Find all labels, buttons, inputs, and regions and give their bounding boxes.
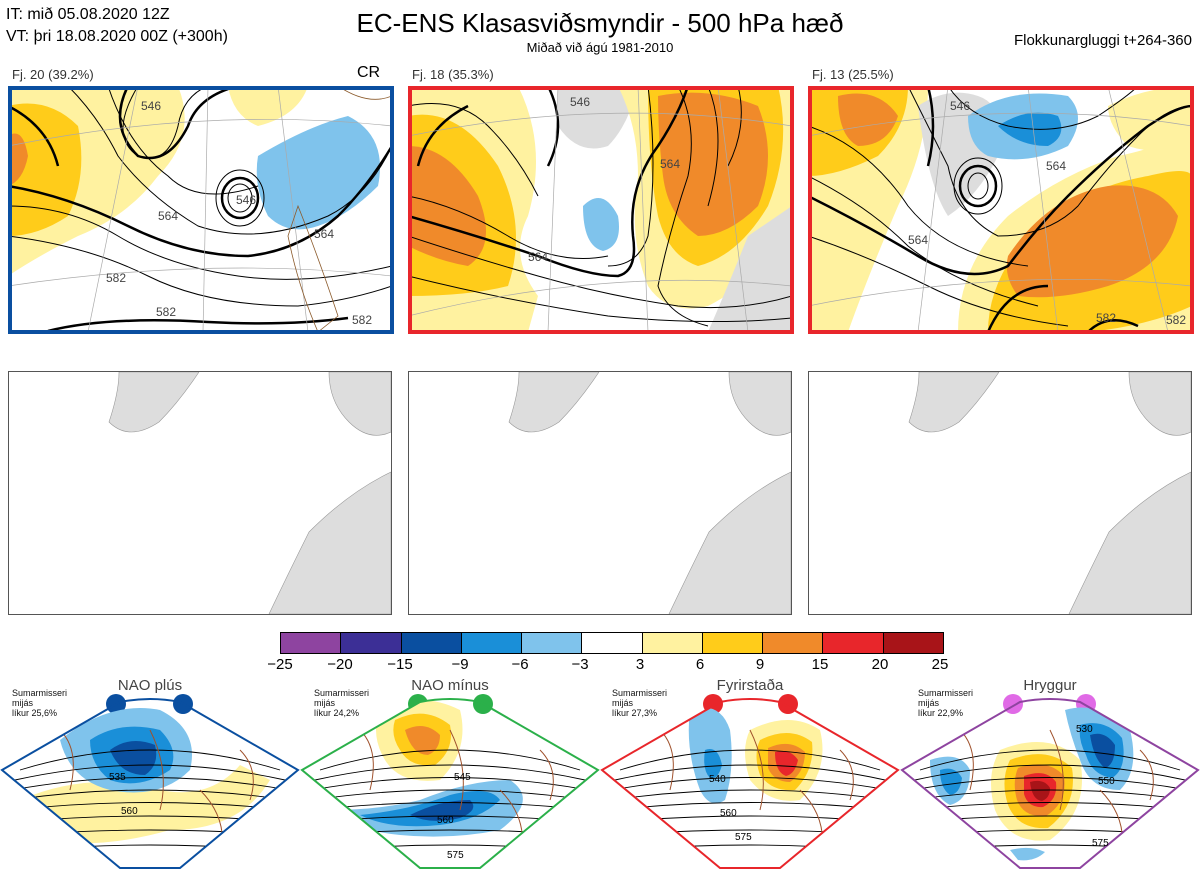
- regime-2-contour-b: 560: [437, 815, 454, 826]
- regime-3-info: Sumarmisseri mijás líkur 27,3%: [612, 688, 667, 718]
- regime-4-prob: líkur 22,9%: [918, 708, 964, 718]
- init-time: IT: mið 05.08.2020 12Z: [6, 6, 170, 23]
- colorbar-tick: −3: [571, 656, 589, 673]
- colorbar-tick: 6: [695, 656, 705, 673]
- colorbar-swatch: [522, 633, 583, 653]
- c2-label-a: 546: [570, 95, 590, 109]
- colorbar-tick: −20: [327, 656, 353, 673]
- regime-3-season: Sumarmisseri: [612, 688, 668, 698]
- regime-2-contour-c: 575: [447, 850, 464, 861]
- c1-label-g: 546: [236, 193, 256, 207]
- cluster-map-1: 546 564 564 582 582 582 546: [8, 86, 392, 332]
- c3-label-a: 546: [950, 99, 970, 113]
- init-time-block: IT: mið 05.08.2020 12Z VT: þri 18.08.202…: [6, 4, 228, 48]
- base-map-1: [8, 371, 392, 615]
- page-title: EC-ENS Klasasviðsmyndir - 500 hPa hæð: [356, 8, 844, 38]
- regime-4-map: 530 550 575: [900, 698, 1200, 869]
- regime-4-contour-a: 530: [1076, 724, 1093, 735]
- colorbar-tick: −6: [511, 656, 529, 673]
- regime-2-prob: líkur 24,2%: [314, 708, 360, 718]
- regime-3-freq: mijás: [612, 698, 634, 708]
- valid-time: VT: þri 18.08.2020 00Z (+300h): [6, 28, 228, 45]
- regime-1-map: 535 560: [0, 698, 300, 869]
- colorbar-tick: 9: [755, 656, 765, 673]
- colorbar-swatch: [461, 633, 523, 653]
- c1-label-e: 582: [106, 271, 126, 285]
- colorbar-swatch: [401, 633, 462, 653]
- regime-3-contour-c: 575: [735, 832, 752, 843]
- classification-window: Flokkunargluggi t+264-360: [1013, 32, 1192, 49]
- colorbar-tick: 15: [811, 656, 829, 673]
- regime-2-info: Sumarmisseri mijás líkur 24,2%: [314, 688, 369, 718]
- page-subtitle: Miðað við ágú 1981-2010: [526, 40, 674, 55]
- regime-4-contour-b: 550: [1098, 776, 1115, 787]
- regime-1-season: Sumarmisseri: [12, 688, 68, 698]
- c2-label-b: 564: [528, 250, 548, 264]
- c3-label-d: 582: [1096, 311, 1116, 325]
- regime-1-contour-b: 560: [121, 806, 138, 817]
- regime-1-contour-a: 535: [109, 772, 126, 783]
- cluster-2-label: Fj. 18 (35.3%): [412, 67, 494, 82]
- colorbar-swatch: [582, 633, 643, 653]
- regime-4-info: Sumarmisseri mijás líkur 22,9%: [918, 688, 973, 718]
- colorbar-swatch: [883, 633, 943, 653]
- c1-label-f: 582: [352, 313, 372, 327]
- c2-label-c: 564: [660, 157, 680, 171]
- c1-label-b: 564: [158, 209, 178, 223]
- cluster-1-label: Fj. 20 (39.2%): [12, 67, 94, 82]
- c1-label-a: 546: [141, 99, 161, 113]
- colorbar-tick: 25: [931, 656, 949, 673]
- colorbar-tick: −15: [387, 656, 413, 673]
- colorbar-tick: 3: [635, 656, 645, 673]
- regime-4-freq: mijás: [918, 698, 940, 708]
- colorbar: [280, 632, 944, 654]
- regime-2-freq: mijás: [314, 698, 336, 708]
- base-map-3: [808, 371, 1192, 615]
- colorbar-swatch: [702, 633, 764, 653]
- regime-3-contour-a: 540: [709, 774, 726, 785]
- regime-3-map: 540 560 575: [600, 698, 900, 869]
- colorbar-swatch: [823, 633, 884, 653]
- regime-1-prob: líkur 25,6%: [12, 708, 58, 718]
- regime-2-title: NAO mínus: [411, 677, 489, 694]
- regime-1-title: NAO plús: [117, 677, 183, 694]
- colorbar-tick: 20: [871, 656, 889, 673]
- cluster-map-3: 546 564 564 582 582: [808, 86, 1192, 332]
- colorbar-swatch: [642, 633, 703, 653]
- regime-4-title: Hryggur: [1023, 677, 1077, 694]
- c3-label-c: 564: [1046, 159, 1066, 173]
- colorbar-swatch: [763, 633, 824, 653]
- regime-2-season: Sumarmisseri: [314, 688, 370, 698]
- colorbar-tick: −9: [451, 656, 469, 673]
- c3-label-b: 564: [908, 233, 928, 247]
- colorbar-tick: −25: [267, 656, 293, 673]
- cluster-3-label: Fj. 13 (25.5%): [812, 67, 894, 82]
- regime-3-prob: líkur 27,3%: [612, 708, 658, 718]
- regime-1-info: Sumarmisseri mijás líkur 25,6%: [12, 688, 67, 718]
- regime-4-contour-c: 575: [1092, 838, 1109, 849]
- colorbar-swatch: [281, 633, 342, 653]
- regime-3-contour-b: 560: [720, 808, 737, 819]
- colorbar-swatch: [341, 633, 402, 653]
- cluster-map-2: 546 564 564: [408, 86, 792, 332]
- c3-label-e: 582: [1166, 313, 1186, 327]
- cluster-1-tag: CR: [357, 64, 381, 81]
- regime-3-title: Fyrirstaða: [716, 677, 784, 694]
- regime-2-contour-a: 545: [454, 772, 471, 783]
- regime-1-freq: mijás: [12, 698, 34, 708]
- regime-2-map: 545 560 575: [300, 698, 600, 869]
- regime-4-season: Sumarmisseri: [918, 688, 974, 698]
- base-map-2: [408, 371, 792, 615]
- c1-label-c: 564: [314, 227, 334, 241]
- c1-label-d: 582: [156, 305, 176, 319]
